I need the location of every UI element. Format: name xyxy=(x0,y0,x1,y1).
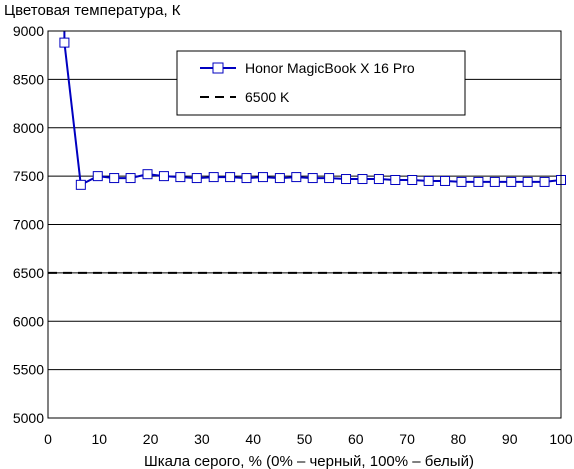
data-point xyxy=(142,169,153,180)
y-tick-label: 8500 xyxy=(13,71,44,87)
legend-marker-series-1 xyxy=(212,62,224,74)
data-point xyxy=(423,175,434,186)
data-point xyxy=(390,174,401,185)
x-tick-label: 10 xyxy=(92,431,108,447)
y-tick-label: 9000 xyxy=(13,23,44,39)
y-tick-label: 6500 xyxy=(13,265,44,281)
y-tick-label: 7000 xyxy=(13,217,44,233)
y-tick-label: 5500 xyxy=(13,362,44,378)
x-tick-label: 90 xyxy=(502,431,518,447)
data-point xyxy=(357,174,368,185)
legend-label-series-2: 6500 K xyxy=(245,89,290,105)
legend: Honor MagicBook X 16 Pro 6500 K xyxy=(176,50,466,116)
data-point xyxy=(125,173,136,184)
plot-area-frame xyxy=(47,30,562,419)
data-point xyxy=(522,176,533,187)
data-markers xyxy=(59,37,566,190)
data-point xyxy=(407,174,418,185)
data-point xyxy=(109,173,120,184)
x-tick-label: 50 xyxy=(297,431,313,447)
data-point xyxy=(307,173,318,184)
y-tick-labels: 5000 5500 6000 6500 7000 7500 8000 8500 9000 xyxy=(13,23,44,426)
data-point xyxy=(506,176,517,187)
data-point xyxy=(158,171,169,182)
x-tick-label: 30 xyxy=(194,431,210,447)
data-point xyxy=(440,175,451,186)
x-axis-title: Шкала серого, % (0% – черный, 100% – бел… xyxy=(144,453,474,469)
data-point xyxy=(473,176,484,187)
data-point xyxy=(324,173,335,184)
x-tick-label: 20 xyxy=(143,431,159,447)
data-point xyxy=(75,179,86,190)
data-point xyxy=(175,172,186,183)
data-point xyxy=(341,174,352,185)
x-tick-label: 0 xyxy=(44,431,52,447)
data-point xyxy=(241,173,252,184)
data-point xyxy=(274,173,285,184)
data-point xyxy=(225,172,236,183)
y-tick-label: 7500 xyxy=(13,168,44,184)
data-point xyxy=(373,174,384,185)
data-point xyxy=(539,176,550,187)
y-axis-title: Цветовая температура, К xyxy=(4,2,181,19)
data-point xyxy=(456,176,467,187)
y-tick-label: 5000 xyxy=(13,410,44,426)
x-tick-label: 60 xyxy=(348,431,364,447)
y-tick-label: 8000 xyxy=(13,120,44,136)
y-tick-label: 6000 xyxy=(13,313,44,329)
x-tick-labels: 0 10 20 30 40 50 60 70 80 90 100 xyxy=(44,431,573,447)
x-tick-label: 100 xyxy=(549,431,573,447)
x-tick-label: 80 xyxy=(451,431,467,447)
legend-box xyxy=(176,50,466,116)
data-point xyxy=(59,37,70,48)
data-point xyxy=(257,172,268,183)
data-point xyxy=(489,176,500,187)
x-tick-label: 70 xyxy=(399,431,415,447)
data-point xyxy=(191,173,202,184)
data-point xyxy=(291,172,302,183)
legend-label-series-1: Honor MagicBook X 16 Pro xyxy=(245,60,415,76)
x-tick-label: 40 xyxy=(245,431,261,447)
data-point xyxy=(92,171,103,182)
data-point xyxy=(208,172,219,183)
